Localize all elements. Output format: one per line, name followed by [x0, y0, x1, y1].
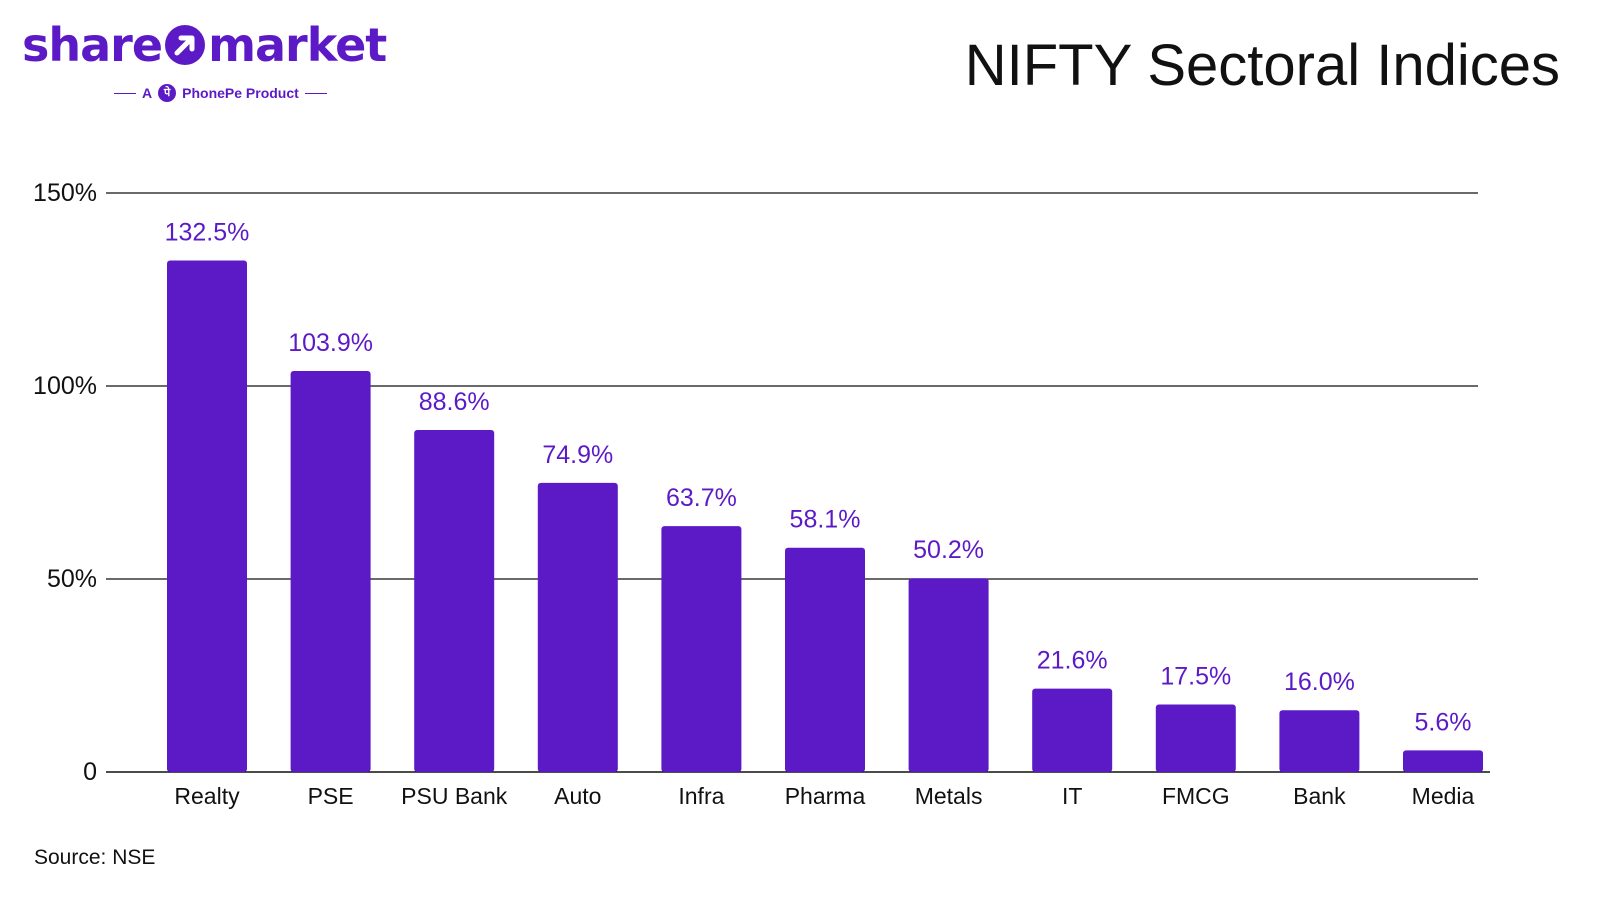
bar: [1155, 704, 1236, 772]
brand-word-right: market: [208, 18, 387, 72]
phonepe-icon: पे: [158, 84, 177, 102]
x-tick-label: PSU Bank: [401, 783, 508, 809]
x-tick-label: Bank: [1293, 783, 1346, 809]
data-label: 132.5%: [165, 219, 250, 247]
x-tick-label: Pharma: [785, 783, 866, 809]
x-tick-label: FMCG: [1162, 783, 1230, 809]
bar: [785, 547, 865, 772]
brand-word-left: share: [22, 18, 163, 72]
brand-wordmark: share market: [22, 22, 387, 68]
tagline-dash-left: [114, 92, 136, 94]
arrow-up-right-icon: [165, 25, 206, 65]
bar: [1032, 688, 1113, 772]
x-tick-label: Infra: [678, 783, 724, 809]
bar: [537, 482, 618, 772]
tagline-product: PhonePe Product: [182, 85, 299, 101]
data-label: 103.9%: [288, 329, 373, 357]
x-tick-label: IT: [1062, 783, 1082, 809]
y-tick-label: 150%: [33, 179, 97, 207]
bar: [661, 526, 742, 772]
data-label: 21.6%: [1037, 647, 1108, 675]
bar: [167, 260, 247, 772]
y-tick-label: 100%: [33, 372, 97, 400]
source-note: Source: NSE: [34, 846, 156, 869]
data-label: 63.7%: [666, 484, 737, 512]
data-label: 17.5%: [1160, 662, 1231, 690]
x-tick-label: Metals: [915, 783, 983, 809]
data-label: 58.1%: [790, 506, 861, 534]
bar: [908, 578, 989, 772]
y-tick-label: 50%: [47, 565, 97, 593]
brand-logo: share market A पे PhonePe Product: [22, 14, 412, 104]
x-tick-label: PSE: [308, 783, 354, 809]
bar: [1279, 710, 1360, 772]
data-label: 88.6%: [419, 388, 490, 416]
data-label: 50.2%: [913, 536, 984, 564]
data-label: 5.6%: [1415, 708, 1472, 736]
y-tick-label: 0: [83, 758, 97, 786]
data-label: 74.9%: [542, 441, 613, 469]
chart-title: NIFTY Sectoral Indices: [964, 33, 1560, 98]
brand-tagline: A पे PhonePe Product: [114, 84, 327, 102]
bar: [290, 370, 371, 772]
x-tick-label: Realty: [174, 783, 240, 809]
bar: [1403, 750, 1483, 772]
x-tick-label: Media: [1412, 783, 1475, 809]
bar: [414, 430, 495, 772]
tagline-dash-right: [304, 92, 327, 94]
data-label: 16.0%: [1284, 668, 1355, 696]
tagline-prefix: A: [142, 85, 153, 101]
x-tick-label: Auto: [554, 783, 601, 809]
